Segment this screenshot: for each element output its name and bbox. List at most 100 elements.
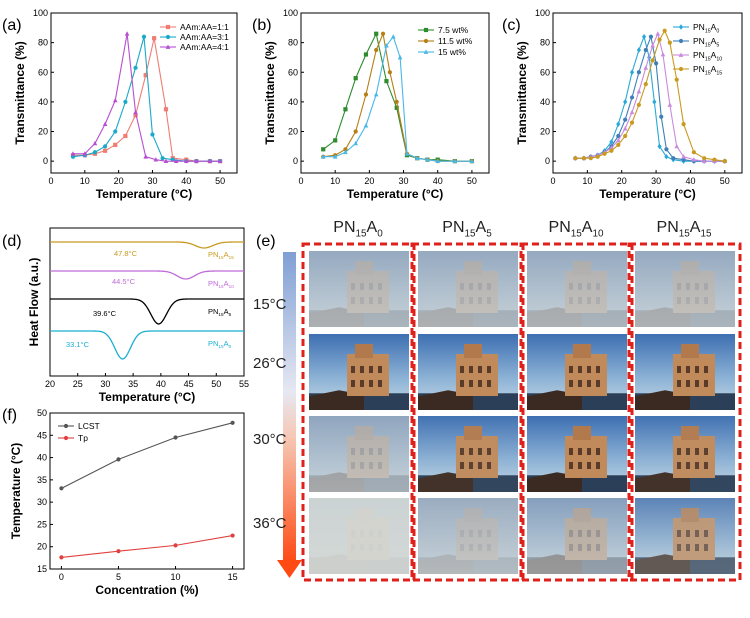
data-point (629, 109, 635, 115)
data-point (207, 158, 213, 164)
data-point (363, 123, 369, 128)
x-tick-label: 30 (651, 176, 661, 186)
y-tick-label: 35 (37, 475, 47, 485)
y-tick-label: 80 (38, 38, 48, 48)
data-point (133, 109, 138, 115)
data-point (659, 114, 664, 119)
data-point (343, 147, 348, 152)
data-point (667, 40, 672, 45)
photo-window (587, 380, 591, 387)
legend-label: AAm:AA=4:1 (180, 42, 229, 52)
photo-window (487, 380, 491, 387)
data-point (70, 154, 76, 159)
photo-window (704, 380, 708, 387)
x-tick-label: 40 (433, 176, 443, 186)
photo-haze (309, 416, 409, 492)
data-point (643, 65, 649, 70)
data-point (82, 151, 88, 156)
label-subscript: 5 (486, 228, 492, 239)
data-point (353, 76, 358, 81)
data-point (116, 549, 121, 554)
label-subscript: 10 (229, 284, 235, 289)
data-point (102, 121, 108, 127)
panel-label-c: (c) (502, 17, 521, 34)
photo-window (478, 380, 482, 387)
data-point (609, 148, 614, 153)
photo-window (469, 380, 473, 387)
label-text: PN (208, 250, 218, 259)
panel-label-d: (d) (2, 233, 22, 250)
y-tick-label: 50 (37, 408, 47, 418)
photo-tile (309, 251, 409, 327)
x-axis-title: Temperature (°C) (347, 187, 444, 201)
x-tick-label: 5 (116, 572, 121, 582)
data-point (113, 129, 118, 134)
label-subscript: 0 (716, 28, 719, 34)
label-subscript: 15 (571, 228, 583, 239)
photo-window (360, 380, 364, 387)
data-point (616, 133, 621, 139)
y-axis-title: Transmittance (%) (515, 41, 529, 144)
y-axis-title: Temperature (°C) (9, 443, 23, 540)
photo-window (569, 380, 573, 387)
peak-annotation: 47.8°C (114, 249, 138, 258)
y-tick-label: 40 (37, 453, 47, 463)
data-point (701, 158, 707, 164)
curve-label: PN15A10 (208, 279, 234, 289)
data-point (435, 158, 441, 164)
data-point (609, 145, 614, 150)
data-point (374, 31, 379, 36)
data-point (194, 158, 199, 164)
y-tick-label: 0 (293, 156, 298, 166)
y-tick-label: 40 (38, 97, 48, 107)
photo-tile (635, 416, 735, 492)
label-text: PN (693, 50, 705, 60)
label-subscript: 10 (716, 56, 722, 62)
data-point (414, 155, 420, 161)
photo-tile (418, 416, 518, 492)
data-point (664, 147, 669, 152)
legend-label: 7.5 wt% (438, 25, 469, 35)
x-tick-label: 25 (73, 379, 83, 389)
label-text: A (224, 339, 229, 348)
legend-marker (165, 34, 171, 40)
label-text: A (367, 219, 378, 236)
x-tick-label: 55 (239, 379, 249, 389)
data-point (664, 153, 669, 160)
data-point (643, 82, 648, 87)
data-point (150, 132, 155, 137)
legend-label: 15 wt% (438, 47, 466, 57)
legend-label: AAm:AA=1:1 (180, 22, 229, 32)
photo-tile (635, 251, 735, 327)
label-subscript: 5 (716, 42, 719, 48)
photo-building (565, 354, 607, 396)
data-point (657, 143, 662, 150)
label-text: A (711, 64, 717, 74)
photo-haze (635, 416, 735, 492)
photo-window (677, 380, 681, 387)
chart-f: 0 5 10 15 15 20 25 30 35 40 45 50 Concentration (%) T… (9, 408, 245, 597)
legend-marker (678, 38, 684, 44)
legend-marker (423, 38, 429, 44)
photo-haze (635, 251, 735, 327)
data-point (163, 158, 169, 164)
label-subscript: 15 (705, 70, 711, 76)
legend-label: PN15A10 (693, 50, 722, 62)
data-point (667, 102, 673, 107)
data-point (92, 150, 98, 155)
data-point (641, 33, 647, 40)
data-point (671, 156, 676, 161)
data-point (123, 99, 128, 104)
photo-window (677, 366, 681, 373)
x-tick-label: 30 (100, 379, 110, 389)
x-tick-label: 35 (128, 379, 138, 389)
data-point (712, 157, 717, 162)
data-point (629, 120, 635, 125)
data-point (452, 158, 458, 164)
panel-label-f: (f) (2, 407, 17, 424)
data-point (343, 107, 348, 112)
x-tick-label: 20 (364, 176, 374, 186)
legend-label: 11.5 wt% (438, 36, 473, 46)
data-point (320, 154, 326, 159)
